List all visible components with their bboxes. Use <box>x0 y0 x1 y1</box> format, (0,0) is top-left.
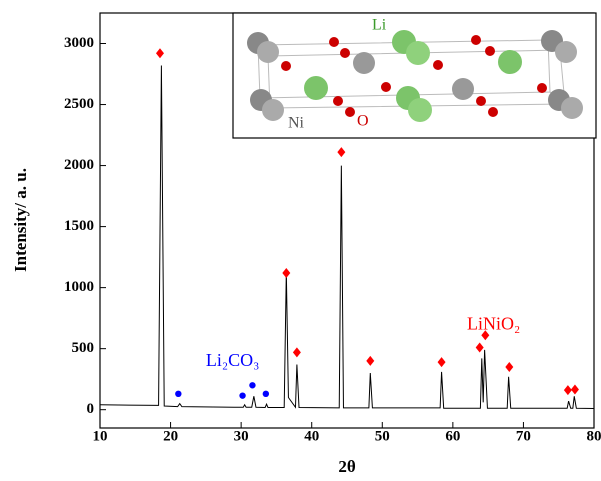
diamond-marker <box>570 384 579 395</box>
circle-marker <box>249 382 256 389</box>
diamond-marker <box>337 147 346 158</box>
circle-marker <box>175 390 182 398</box>
atoms <box>247 30 583 122</box>
diamond-marker <box>282 267 291 278</box>
circle-marker <box>262 390 270 398</box>
diamond-marker <box>505 361 514 372</box>
y-tick-label: 3000 <box>64 35 94 51</box>
y-tick-label: 0 <box>87 401 95 417</box>
x-tick-label: 80 <box>587 428 601 444</box>
x-tick-label: 30 <box>234 428 249 444</box>
xrd-line <box>99 65 595 409</box>
y-tick-label: 2500 <box>64 96 94 112</box>
y-tick-label: 500 <box>72 340 95 356</box>
x-tick-label: 60 <box>445 428 460 444</box>
x-tick-label: 10 <box>93 428 108 444</box>
x-tick-label: 40 <box>304 428 319 444</box>
annotation: LiNiO₂ <box>467 314 520 334</box>
inset: Li O Ni <box>232 12 597 139</box>
x-axis-label: 2θ <box>338 457 356 476</box>
x-tick-label: 20 <box>163 428 178 444</box>
diamond-marker <box>481 330 490 341</box>
diamond-marker <box>155 48 164 59</box>
inset-label: Ni <box>288 115 305 132</box>
inset-label: O <box>357 113 369 130</box>
y-tick-label: 2000 <box>64 157 94 173</box>
x-tick-label: 70 <box>516 428 531 444</box>
annotation: Li₂CO₃ <box>206 350 260 370</box>
diamond-marker <box>366 355 375 366</box>
diamond-marker <box>563 385 572 396</box>
diamond-marker <box>292 347 301 358</box>
circle-marker <box>239 392 246 399</box>
diamond-marker <box>475 342 484 353</box>
x-tick-label: 50 <box>375 428 390 444</box>
inset-label: Li <box>372 17 387 34</box>
y-tick-label: 1000 <box>64 279 94 295</box>
y-tick-label: 1500 <box>64 218 94 234</box>
y-axis-label: Intensity/ a. u. <box>11 168 30 272</box>
diamond-marker <box>437 357 446 368</box>
